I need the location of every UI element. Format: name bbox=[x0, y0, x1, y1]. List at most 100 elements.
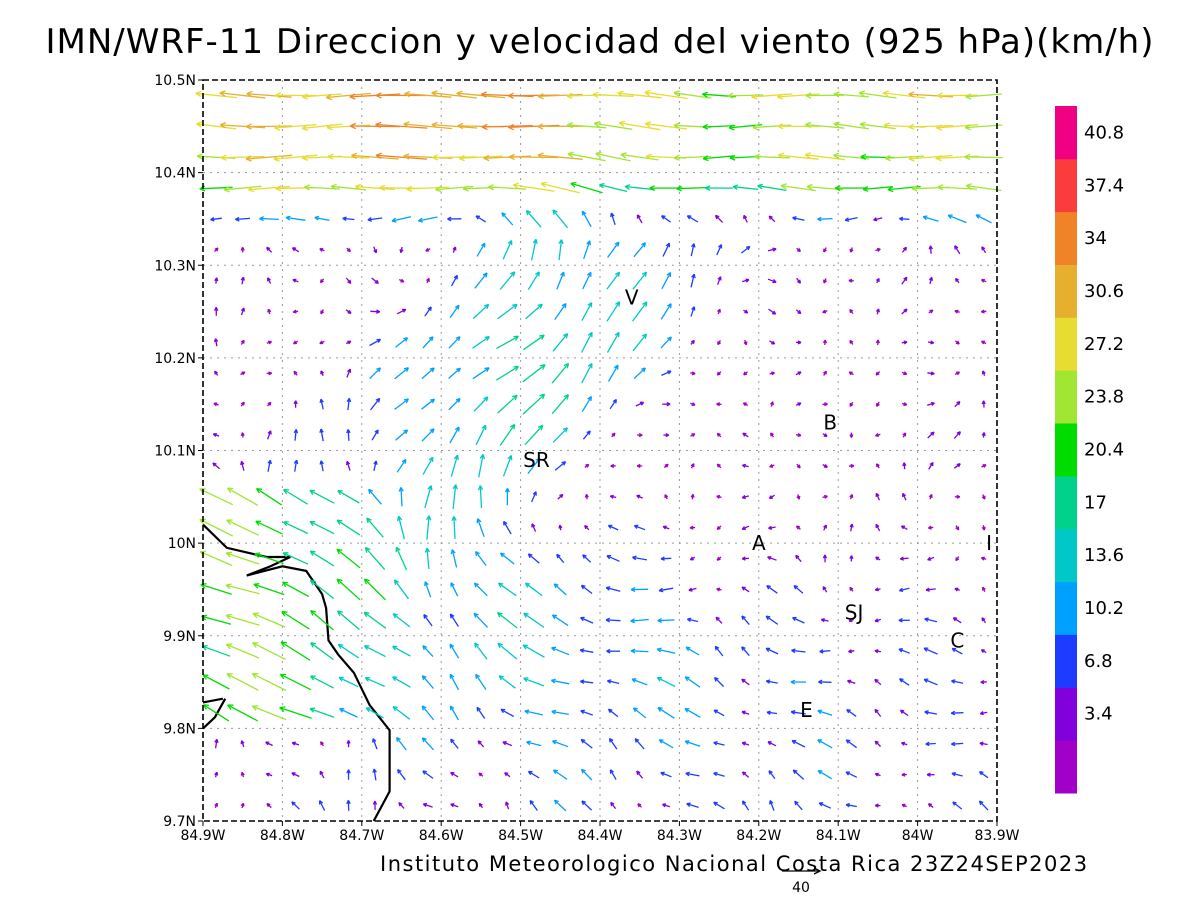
wind-arrow bbox=[523, 334, 545, 351]
wind-arrow bbox=[875, 523, 881, 532]
x-tick-label: 84.3W bbox=[657, 828, 702, 844]
wind-arrow bbox=[676, 185, 709, 192]
wind-arrow bbox=[310, 609, 334, 631]
wind-arrow bbox=[925, 587, 936, 592]
wind-arrow bbox=[566, 92, 607, 99]
wind-arrow bbox=[901, 741, 908, 746]
wind-arrow bbox=[848, 371, 854, 376]
wind-arrow bbox=[225, 643, 260, 659]
wind-arrow bbox=[291, 247, 300, 253]
y-tick-label: 10.2N bbox=[154, 351, 196, 367]
wind-arrow bbox=[713, 741, 725, 746]
wind-arrow bbox=[240, 246, 245, 253]
wind-arrow bbox=[354, 183, 395, 191]
wind-arrow bbox=[524, 424, 544, 446]
wind-arrow bbox=[452, 246, 457, 253]
wind-arrow bbox=[392, 676, 411, 688]
wind-arrow bbox=[743, 371, 748, 376]
wind-arrow bbox=[633, 524, 646, 531]
wind-arrow bbox=[223, 185, 262, 193]
wind-arrow bbox=[301, 93, 342, 100]
wind-arrow bbox=[266, 802, 272, 809]
wind-arrow bbox=[606, 331, 620, 353]
wind-arrow bbox=[319, 428, 324, 442]
x-tick-label: 84W bbox=[902, 828, 934, 844]
wind-arrow bbox=[981, 464, 987, 468]
wind-arrow bbox=[849, 555, 854, 562]
wind-arrow bbox=[845, 739, 857, 749]
wind-arrow bbox=[292, 340, 299, 345]
wind-arrow bbox=[319, 278, 325, 284]
wind-arrow bbox=[690, 339, 695, 345]
wind-arrow bbox=[954, 400, 961, 408]
wind-arrow bbox=[795, 309, 802, 315]
wind-arrow bbox=[950, 710, 964, 716]
wind-arrow bbox=[570, 181, 603, 194]
wind-arrow bbox=[794, 800, 803, 811]
wind-arrow bbox=[716, 525, 722, 531]
wind-arrow bbox=[251, 705, 287, 721]
wind-arrow bbox=[632, 707, 647, 719]
wind-arrow bbox=[791, 739, 806, 748]
place-label-sj: SJ bbox=[845, 601, 864, 625]
wind-arrow bbox=[472, 303, 490, 320]
wind-arrow bbox=[765, 647, 779, 655]
wind-arrow bbox=[606, 271, 621, 290]
wind-arrow bbox=[715, 616, 723, 624]
wind-arrow bbox=[792, 616, 805, 624]
wind-arrow bbox=[552, 333, 569, 352]
wind-arrow bbox=[421, 367, 435, 380]
wind-arrow bbox=[635, 401, 645, 407]
wind-arrow bbox=[741, 678, 750, 686]
wind-arrow bbox=[899, 678, 910, 686]
wind-arrow bbox=[965, 93, 1002, 100]
wind-arrow bbox=[293, 370, 298, 376]
wind-arrow bbox=[370, 309, 381, 314]
wind-arrow bbox=[396, 515, 406, 540]
wind-arrow bbox=[292, 309, 299, 314]
wind-arrow bbox=[951, 647, 963, 655]
wind-arrow bbox=[450, 454, 459, 477]
wind-arrow bbox=[280, 641, 311, 661]
wind-arrow bbox=[424, 581, 432, 598]
wind-arrow bbox=[848, 618, 855, 623]
wind-arrow bbox=[927, 803, 934, 809]
colorbar-swatch bbox=[1055, 528, 1077, 583]
wind-arrow bbox=[768, 308, 777, 315]
wind-arrow bbox=[742, 402, 749, 407]
wind-arrow bbox=[477, 485, 484, 509]
wind-arrow bbox=[849, 401, 854, 407]
wind-arrow bbox=[398, 278, 405, 283]
wind-arrow bbox=[978, 800, 989, 811]
wind-arrow bbox=[657, 707, 675, 719]
wind-arrow bbox=[644, 121, 688, 130]
wind-arrow bbox=[927, 556, 935, 561]
wind-arrow bbox=[346, 247, 351, 253]
wind-arrow bbox=[975, 214, 992, 224]
wind-arrow bbox=[214, 307, 219, 316]
wind-arrow bbox=[862, 186, 893, 192]
wind-arrow bbox=[553, 583, 567, 596]
wind-arrow bbox=[426, 277, 430, 284]
wind-arrow bbox=[663, 432, 670, 438]
wind-arrow bbox=[690, 371, 696, 376]
wind-arrow bbox=[259, 216, 279, 222]
wind-arrow bbox=[476, 706, 486, 719]
wind-arrow bbox=[365, 707, 384, 719]
wind-arrow bbox=[552, 427, 569, 443]
wind-arrow bbox=[265, 741, 273, 747]
wind-arrow bbox=[584, 524, 590, 531]
wind-arrow bbox=[281, 610, 310, 630]
wind-arrow bbox=[608, 364, 619, 382]
colorbar-label: 6.8 bbox=[1084, 651, 1113, 672]
wind-arrow bbox=[928, 245, 933, 254]
wind-arrow bbox=[580, 768, 593, 781]
wind-arrow bbox=[527, 553, 540, 564]
wind-arrow bbox=[901, 772, 907, 777]
wind-arrow bbox=[582, 271, 592, 290]
wind-arrow bbox=[849, 523, 854, 532]
wind-arrow bbox=[319, 460, 324, 472]
wind-arrow bbox=[952, 617, 962, 624]
wind-arrow bbox=[580, 679, 594, 685]
wind-arrow bbox=[220, 154, 265, 161]
